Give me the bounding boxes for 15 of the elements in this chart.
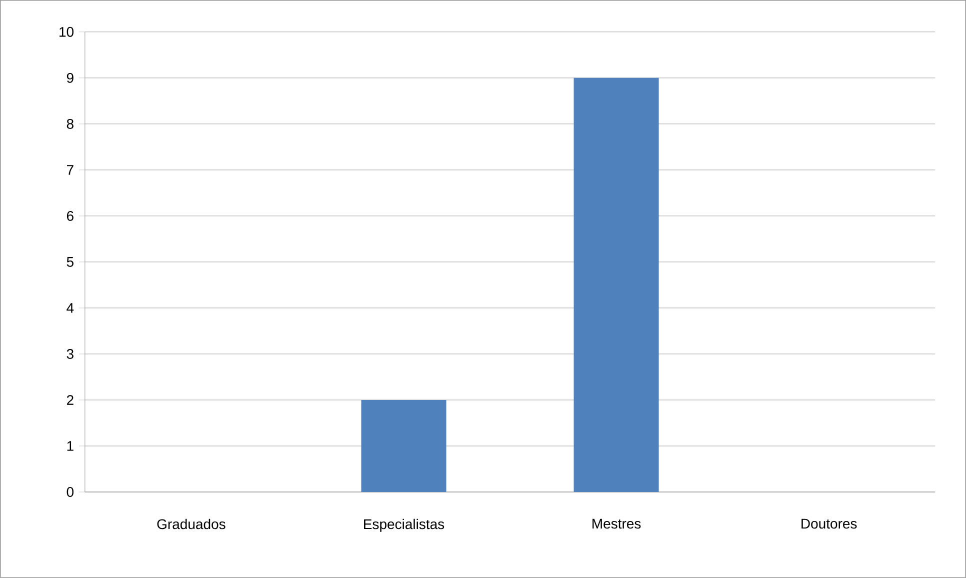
x-tick-label: Mestres xyxy=(592,518,641,529)
y-tick-label: 4 xyxy=(66,303,74,313)
y-tick-label: 8 xyxy=(66,118,74,129)
x-tick-label: Graduados xyxy=(157,518,226,530)
y-tick-label: 9 xyxy=(66,72,74,83)
x-tick-label: Especialistas xyxy=(364,518,444,532)
y-tick-label: 0 xyxy=(66,487,74,497)
y-tick-label: 5 xyxy=(66,257,74,267)
y-tick-label: 2 xyxy=(66,395,74,405)
y-tick-label: 10 xyxy=(60,26,74,37)
y-tick-label: 3 xyxy=(66,349,74,359)
x-tick-label: Doutores xyxy=(802,518,857,529)
y-tick-label: 7 xyxy=(66,165,74,175)
y-tick-label: 6 xyxy=(66,211,74,221)
y-tick-label: 1 xyxy=(67,441,74,451)
